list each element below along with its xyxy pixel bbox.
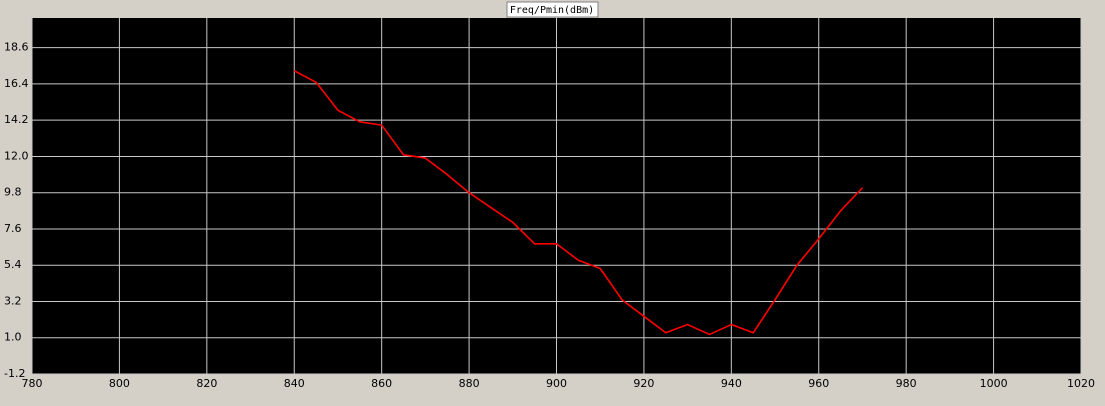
x-tick-label: 840	[284, 377, 305, 390]
y-tick-label: 1.0	[4, 331, 22, 344]
x-tick-label: 980	[896, 377, 917, 390]
x-tick-label: 780	[22, 377, 43, 390]
title-box	[506, 1, 599, 18]
x-tick-label: 800	[109, 377, 130, 390]
chart-title: Freq/Pmin(dBm)	[510, 5, 594, 16]
y-tick-label: -1.2	[4, 367, 25, 380]
line-series	[293, 70, 864, 336]
x-tick-label: 880	[459, 377, 480, 390]
x-tick-label: 820	[196, 377, 217, 390]
x-tick-label: 1020	[1067, 377, 1095, 390]
y-tick-label: 7.6	[4, 222, 22, 235]
x-tick-label: 900	[546, 377, 567, 390]
x-tick-label: 920	[633, 377, 654, 390]
y-tick-label: 9.8	[4, 186, 22, 199]
y-tick-label: 3.2	[4, 294, 22, 307]
y-tick-label: 18.6	[4, 41, 29, 54]
x-tick-label: 940	[721, 377, 742, 390]
x-tick-label: 960	[808, 377, 829, 390]
x-tick-label: 1000	[980, 377, 1008, 390]
y-tick-label: 5.4	[4, 258, 22, 271]
x-tick-label: 860	[371, 377, 392, 390]
y-tick-label: 14.2	[4, 113, 29, 126]
y-tick-label: 12.0	[4, 149, 29, 162]
y-tick-label: 16.4	[4, 77, 29, 90]
